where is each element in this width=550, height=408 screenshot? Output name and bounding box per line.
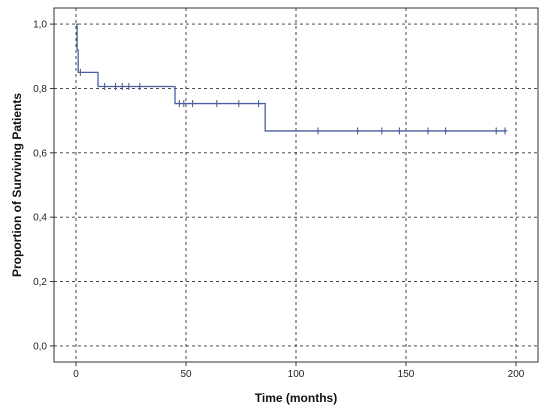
y-tick-label: 0,8 — [33, 84, 47, 95]
y-axis-label: Proportion of Surviving Patients — [10, 93, 24, 277]
y-tick-label: 0,6 — [33, 148, 47, 159]
x-tick-label: 100 — [288, 369, 305, 380]
x-axis-label: Time (months) — [255, 391, 337, 405]
y-tick-label: 0,0 — [33, 341, 47, 352]
grid-lines — [54, 8, 538, 362]
x-tick-label: 200 — [508, 369, 525, 380]
survival-step-line — [76, 23, 508, 132]
x-tick-label: 150 — [398, 369, 415, 380]
x-tick-label: 0 — [73, 369, 79, 380]
x-tick-label: 50 — [180, 369, 192, 380]
y-tick-label: 0,4 — [33, 213, 47, 224]
survival-series — [76, 23, 508, 135]
y-tick-label: 0,2 — [33, 277, 47, 288]
y-tick-label: 1,0 — [33, 20, 47, 31]
axis-ticks: 0 50 100 150 200 0,0 0,2 0,4 0,6 0,8 1,0 — [33, 20, 525, 380]
